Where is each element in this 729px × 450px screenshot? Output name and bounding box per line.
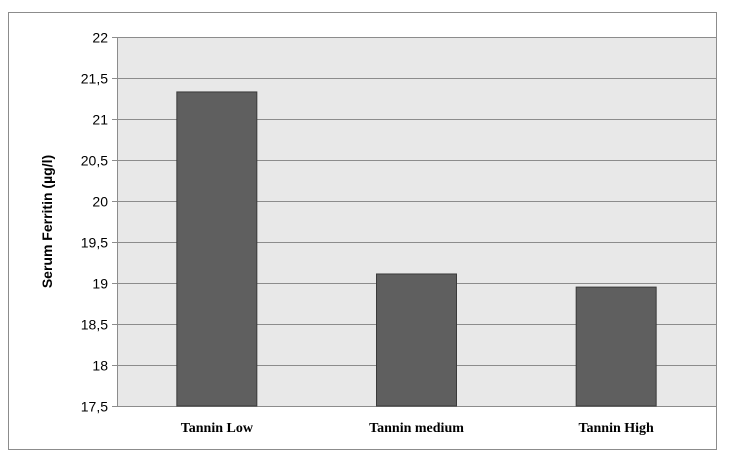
y-tick-label: 18	[92, 358, 108, 374]
y-tick-label: 22	[92, 30, 108, 46]
bar	[176, 91, 258, 407]
y-tick-label: 18,5	[81, 317, 108, 333]
y-tick-label: 17,5	[81, 399, 108, 415]
y-axis-title: Serum Ferritin (µg/l)	[39, 155, 55, 288]
y-tick-label: 19,5	[81, 235, 108, 251]
bar	[575, 286, 657, 407]
y-tick-label: 21,5	[81, 71, 108, 87]
y-tick-label: 20	[92, 194, 108, 210]
x-axis-ticks: Tannin Low Tannin medium Tannin High	[181, 421, 654, 436]
y-tick-label: 19	[92, 276, 108, 292]
x-tick-label: Tannin High	[578, 421, 654, 436]
x-tick-label: Tannin Low	[181, 421, 254, 436]
y-tick-label: 20,5	[81, 153, 108, 169]
bars	[176, 91, 657, 407]
y-axis-ticks: 17,5 18 18,5 19 19,5 20 20,5 21 21,5 22	[81, 30, 108, 415]
y-tick-label: 21	[92, 112, 108, 128]
x-tick-label: Tannin medium	[369, 421, 464, 436]
bar	[376, 273, 457, 407]
